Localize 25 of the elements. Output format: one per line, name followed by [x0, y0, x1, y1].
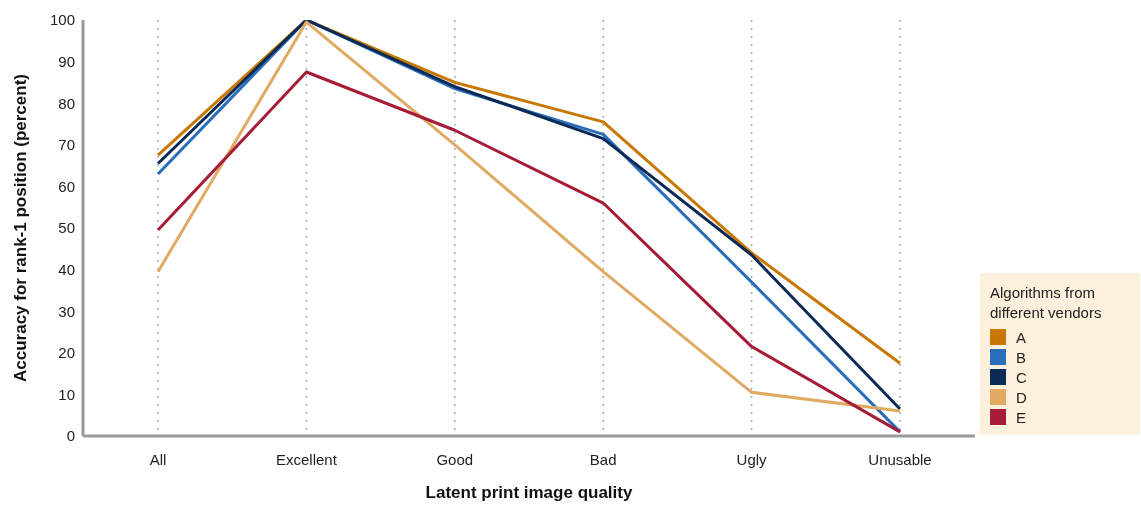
x-tick-label: Unusable: [868, 450, 932, 468]
x-tick-label: All: [149, 450, 167, 468]
y-tick-label: 80: [58, 94, 75, 112]
y-tick-label: 10: [58, 385, 75, 403]
y-axis-title: Accuracy for rank-1 position (percent): [11, 74, 31, 382]
x-tick-label: Excellent: [275, 450, 338, 468]
legend-label: C: [1016, 368, 1027, 386]
x-tick-label: Ugly: [736, 450, 768, 468]
x-tick-label: Good: [436, 450, 474, 468]
x-axis-title: Latent print image quality: [425, 483, 633, 502]
y-tick-label: 0: [66, 427, 75, 445]
y-tick-label: 60: [58, 177, 75, 195]
y-tick-label: 70: [58, 136, 75, 154]
y-tick-label: 20: [58, 344, 75, 362]
y-tick-label: 40: [58, 260, 75, 278]
legend-title: Algorithms from different vendors: [990, 283, 1103, 323]
legend-label: A: [1016, 328, 1027, 346]
legend-label: D: [1016, 388, 1027, 406]
y-tick-label: 100: [49, 11, 75, 29]
y-tick-label: 30: [58, 302, 75, 320]
legend-label: E: [1016, 408, 1027, 426]
y-tick-label: 50: [58, 219, 75, 237]
legend-label: B: [1016, 348, 1027, 366]
y-tick-label: 90: [58, 52, 75, 70]
x-tick-label: Bad: [589, 450, 617, 468]
